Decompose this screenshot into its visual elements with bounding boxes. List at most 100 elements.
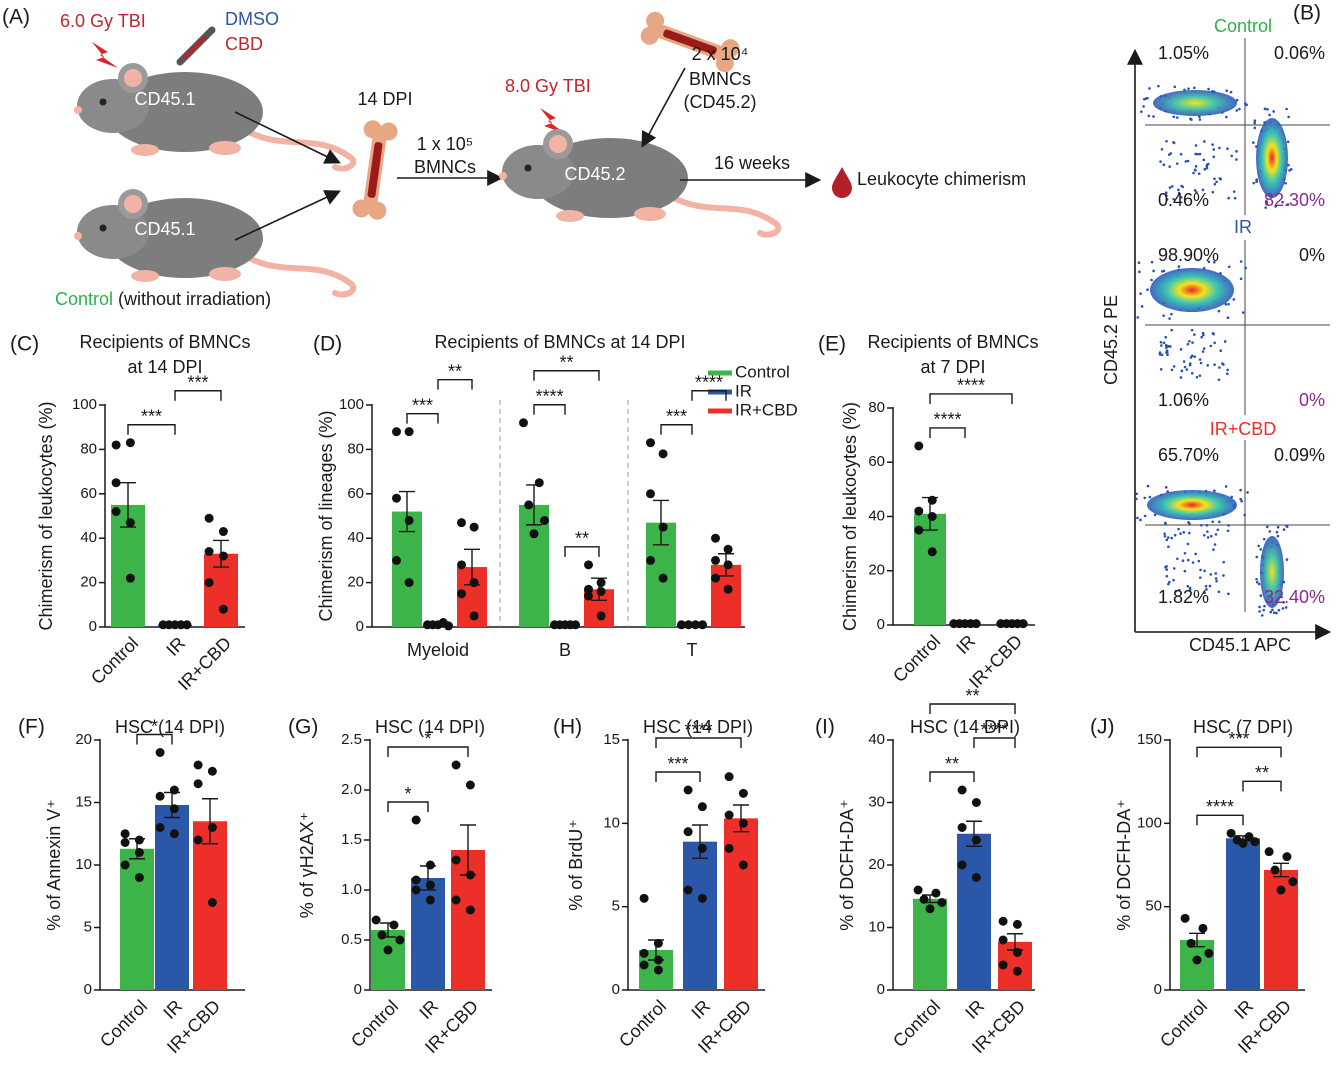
significance-label: **** [980,720,1008,740]
cell-dot [1138,270,1141,274]
cell-dot [1253,119,1257,123]
mouse-icon [499,129,778,235]
cell-dot [1162,341,1166,345]
data-point [204,513,214,523]
panel-label: (I) [815,716,835,739]
data-point [913,885,923,895]
data-point [925,904,935,914]
density-blob [1150,268,1234,312]
cell-dot [1213,260,1216,264]
cell-dot [1222,363,1225,366]
y-tick-label: 150 [1137,731,1162,748]
error-bar [692,824,708,860]
cell-dot [1168,165,1171,168]
cell-dot [1147,114,1151,118]
data-point [697,893,707,903]
cell-dot [1183,551,1187,555]
cell-dot [1162,314,1165,317]
y-axis-label: Chimerism of lineages (%) [316,410,336,621]
data-point [646,555,655,565]
data-point [1012,948,1022,957]
y-tick-label: 0 [84,981,92,998]
cell-dot [1265,200,1269,204]
cell-dot [1166,345,1170,348]
cell-dot [1213,177,1216,181]
schematic: (A) 6.0 Gy TBI DMSO CBD CD45.1 CD45.1 Co… [2,6,1026,309]
x-tick-label: IR [687,996,714,1023]
cell-dot [1263,107,1267,111]
cell-dot [1276,525,1280,529]
cell-dot [1164,191,1168,195]
data-point [425,880,435,890]
cell-dot [1173,533,1177,537]
cell-dot [1170,368,1174,372]
data-point [193,835,203,845]
cell-dot [1191,341,1194,344]
cell-dot [1158,353,1162,356]
cell-dot [1287,115,1290,119]
cell-dot [1252,181,1256,185]
data-point [392,555,401,565]
dose-label: 6.0 Gy TBI [60,11,146,31]
quadrant-percent: 0.06% [1274,43,1325,63]
y-tick-label: 2.5 [341,731,362,748]
cell-dot [1235,98,1239,102]
cell-dot [1168,345,1172,348]
cell-dot [1212,332,1215,336]
y-tick-label: 0 [354,981,362,998]
y-axis-label: % of γH2AX⁺ [297,812,317,919]
y-tick-label: 0 [356,618,364,635]
cell-dot [1263,604,1266,608]
cell-dot [1167,582,1170,586]
cell-dot [1188,363,1192,367]
data-point [584,584,593,594]
panel-label: (D) [313,333,342,356]
density-blob [1153,90,1237,116]
cell-dot [1225,89,1229,93]
cell-dot [1152,115,1155,118]
cell-dot [1285,107,1288,111]
cell-dot [1177,527,1180,531]
plot-title: Control [1214,16,1272,36]
cell-dot [1164,565,1167,569]
x-tick-label: IR [162,633,189,660]
cell-dot [1289,168,1293,171]
data-point [653,955,663,965]
cell-dot [1214,577,1218,580]
cell-dot [1239,497,1242,501]
cell-dot [1148,87,1151,90]
x-tick-label: IR [159,996,186,1023]
y-tick-label: 100 [1137,814,1162,831]
data-point [998,960,1008,970]
cell-dot [1201,331,1205,335]
data-point [639,960,649,970]
panel-label: (F) [18,716,45,739]
cell-dot [1280,595,1283,599]
cell-dot [1167,545,1170,549]
significance-bracket [174,390,222,401]
significance-bracket [1196,746,1282,758]
cell-dot [1160,344,1163,347]
data-point [465,780,475,790]
data-point [125,573,135,583]
cell-dot [1188,531,1191,535]
quadrant-percent: 0.46% [1158,190,1209,210]
x-tick-label: Control [889,631,944,686]
plot-title: IR [1234,217,1252,237]
cell-dot [1281,607,1285,610]
cell-dot [1227,302,1230,306]
cell-dot [1213,489,1216,493]
data-point [711,533,720,543]
cell-dot [1177,191,1181,195]
transfer-label: 1 x 10⁵ [417,134,474,154]
data-point [218,604,228,614]
cell-dot [1168,317,1171,320]
arrow [234,190,341,241]
quadrant-percent: 0% [1299,390,1325,410]
y-tick-label: 30 [868,793,885,810]
cell-dot [1203,167,1207,171]
cell-dot [1183,569,1187,573]
bone-icon [351,119,399,221]
cell-dot [1146,288,1149,292]
significance-bracket [387,801,429,812]
